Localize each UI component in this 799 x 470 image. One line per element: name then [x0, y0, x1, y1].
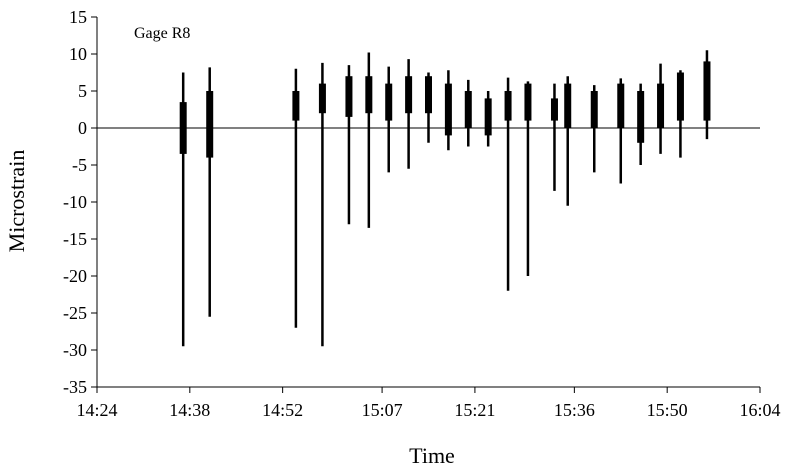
strain-band — [318, 83, 326, 114]
gage-annotation: Gage R8 — [134, 25, 190, 42]
strain-event — [657, 63, 665, 154]
strain-band — [484, 98, 492, 136]
strain-band — [206, 91, 214, 158]
y-axis-ticks: 15 10 5 0 -5 -10 -15 -20 -25 -30 -35 — [63, 7, 97, 397]
x-tick-label: 15:21 — [454, 400, 495, 420]
strain-event — [617, 78, 625, 184]
y-tick-label: 5 — [78, 81, 87, 101]
strain-event — [292, 68, 300, 328]
strain-event — [385, 66, 393, 173]
y-tick-label: 15 — [69, 7, 87, 27]
strain-event — [425, 72, 432, 143]
strain-event — [564, 76, 572, 206]
x-axis-title: Time — [409, 443, 455, 468]
y-tick-label: -5 — [72, 155, 87, 175]
strain-band — [703, 61, 711, 121]
x-tick-label: 14:38 — [169, 400, 210, 420]
strain-band — [550, 98, 558, 121]
x-tick-label: 14:52 — [262, 400, 303, 420]
strain-event — [405, 59, 413, 169]
strain-event — [550, 83, 558, 191]
y-tick-label: -20 — [63, 266, 87, 286]
strain-band — [504, 91, 512, 121]
x-tick-label: 15:07 — [362, 400, 403, 420]
strain-event — [676, 70, 684, 158]
strain-event — [464, 79, 472, 147]
strain-event — [590, 85, 598, 173]
strain-band — [524, 83, 532, 121]
plot-area — [179, 50, 711, 347]
strain-band — [385, 83, 393, 121]
y-axis-title: Microstrain — [4, 150, 29, 253]
strain-event — [637, 83, 645, 165]
strain-band — [464, 91, 472, 128]
strain-band — [345, 76, 353, 117]
y-tick-label: 10 — [69, 44, 87, 64]
y-tick-label: -25 — [63, 303, 87, 323]
y-tick-label: 0 — [78, 118, 87, 138]
strain-event — [345, 65, 353, 225]
strain-band — [617, 83, 625, 128]
y-tick-label: -10 — [63, 192, 87, 212]
x-tick-label: 15:50 — [647, 400, 688, 420]
strain-band — [365, 76, 373, 114]
strain-event — [524, 81, 532, 276]
y-tick-label: -15 — [63, 229, 87, 249]
strain-event — [484, 91, 492, 147]
x-tick-label: 14:24 — [76, 400, 117, 420]
strain-event — [206, 67, 214, 317]
strain-band — [179, 102, 187, 154]
x-tick-label: 15:36 — [554, 400, 595, 420]
x-tick-label: 16:04 — [739, 400, 780, 420]
strain-event — [444, 70, 452, 151]
strain-band — [292, 91, 300, 121]
strain-band — [676, 72, 684, 121]
strain-event — [365, 52, 373, 228]
strain-band — [425, 76, 432, 114]
y-tick-label: -35 — [63, 377, 87, 397]
y-axis: 15 10 5 0 -5 -10 -15 -20 -25 -30 -35 — [63, 7, 98, 397]
y-tick-label: -30 — [63, 340, 87, 360]
strain-band — [637, 91, 645, 143]
strain-event — [703, 50, 711, 140]
strain-band — [657, 83, 665, 128]
strain-band — [564, 83, 572, 128]
strain-event — [318, 62, 326, 347]
strain-band — [590, 91, 598, 128]
strain-event — [179, 72, 187, 347]
x-axis-ticks: 14:24 14:38 14:52 15:07 15:21 15:36 15:50 16:04 — [76, 387, 781, 420]
strain-event — [504, 77, 512, 291]
strain-band — [444, 83, 452, 136]
strain-band — [405, 76, 413, 114]
